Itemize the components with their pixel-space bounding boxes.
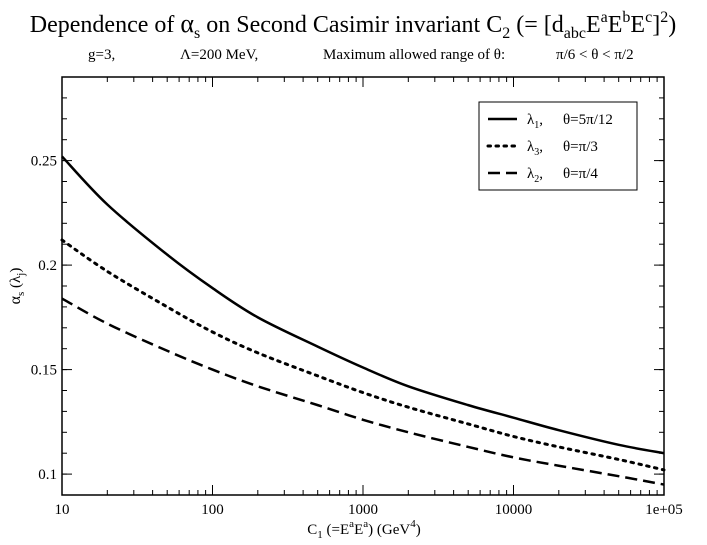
chart-title: Dependence of αs on Second Casimir invar… [30,9,676,42]
series-line-3 [61,297,665,486]
subtitle-range: π/6 < θ < π/2 [556,47,634,63]
x-tick-label: 10 [55,502,70,518]
y-tick-label: 0.25 [31,154,57,170]
x-tick-label: 10000 [495,502,533,518]
axis-tick-labels: 10 100 1000 10000 1e+05 0.1 0.15 0.2 0.25 [31,154,683,518]
x-axis-label: C1 (=EaEa) (GeV4) [307,518,420,541]
y-axis-label: αs (λj) [7,268,27,305]
legend: λ1, θ=5π/12 λ3, θ=π/3 λ2, θ=π/4 [478,101,638,191]
y-tick-label: 0.2 [38,258,57,274]
series-line-1 [61,155,665,455]
subtitle-lambda: Λ=200 MeV, [180,47,258,63]
x-tick-label: 100 [201,502,224,518]
subtitle-g: g=3, [88,47,115,63]
series-lines [60,155,666,486]
series-line-2 [60,238,666,472]
y-tick-label: 0.1 [38,467,57,483]
legend-theta-2: θ=π/3 [563,139,598,155]
legend-label-2: λ3, [527,139,543,158]
y-tick-label: 0.15 [31,363,57,379]
legend-theta-3: θ=π/4 [563,166,598,182]
legend-label-1: λ1, [527,112,543,131]
axis-ticks [61,76,665,496]
subtitle-range-label: Maximum allowed range of θ: [323,47,505,63]
x-tick-label: 1e+05 [645,502,683,518]
legend-theta-1: θ=5π/12 [563,112,613,128]
x-tick-label: 1000 [348,502,378,518]
legend-label-3: λ2, [527,166,543,185]
